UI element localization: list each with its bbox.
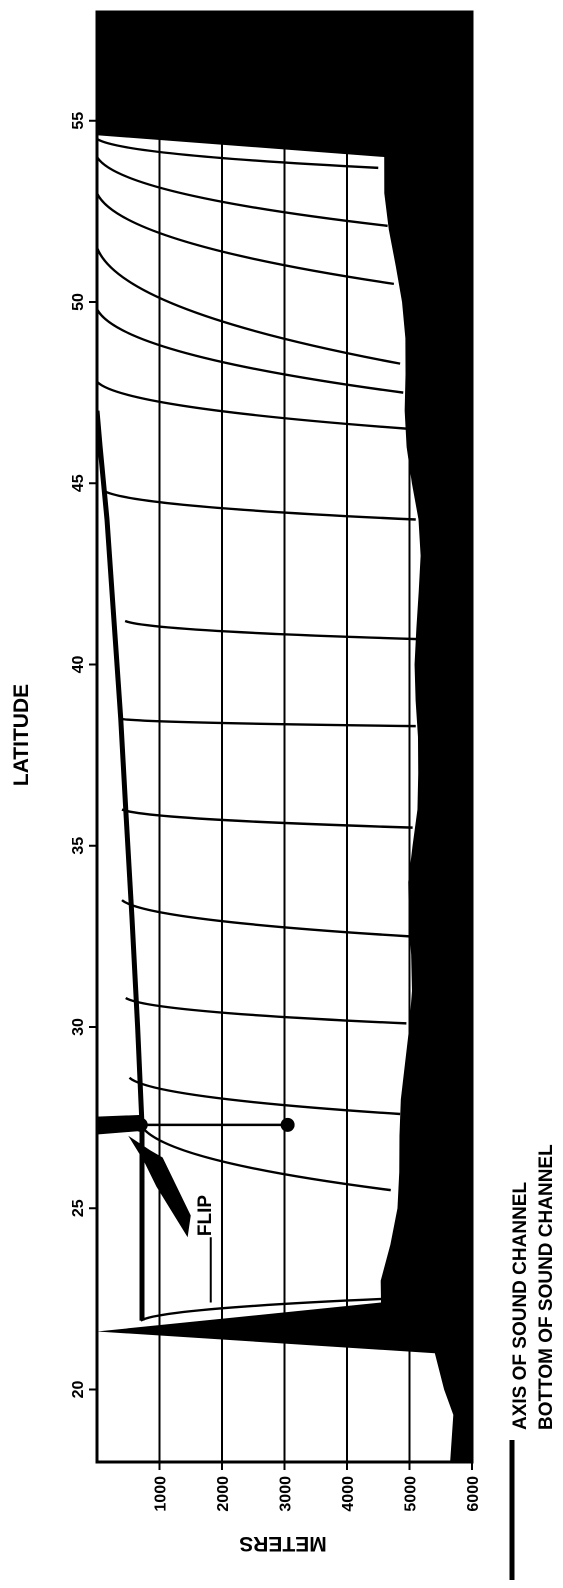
ray-curve <box>128 1076 401 1116</box>
seafloor-silhouette <box>97 12 472 1462</box>
x-axis-title: LATITUDE <box>10 684 33 786</box>
y-tick-label-2000: 2000 <box>215 1476 232 1512</box>
flip-vessel <box>97 1114 142 1135</box>
ray-curve <box>97 137 379 170</box>
plot-area: FLIP <box>95 10 474 1464</box>
y-axis-title: METERS <box>239 1532 327 1555</box>
x-tick-label-30: 30 <box>70 1018 87 1036</box>
ray-curve <box>139 1124 391 1192</box>
y-tick-label-6000: 6000 <box>465 1476 482 1512</box>
x-tick-label-40: 40 <box>70 656 87 674</box>
x-tick-label-20: 20 <box>70 1381 87 1399</box>
flip-annotation: FLIP <box>195 1195 216 1236</box>
x-tick-label-25: 25 <box>70 1199 87 1217</box>
flip-point-bottom <box>280 1117 295 1132</box>
ray-curve <box>125 996 407 1025</box>
y-tick-label-4000: 4000 <box>340 1476 357 1512</box>
y-tick-label-3000: 3000 <box>278 1476 295 1512</box>
legend: AXIS OF SOUND CHANNEL BOTTOM OF SOUND CH… <box>509 1144 557 1580</box>
ray-curve <box>124 619 419 641</box>
y-tick-label-5000: 5000 <box>403 1476 420 1512</box>
ticks: 20 25 30 35 40 45 50 55 1000 2000 3000 4000 5000 6000 <box>70 112 482 1512</box>
y-tick-label-1000: 1000 <box>153 1476 170 1512</box>
legend-label-axis: AXIS OF SOUND CHANNEL <box>510 1182 531 1430</box>
legend-label-bottom: BOTTOM OF SOUND CHANNEL <box>536 1144 557 1430</box>
ray-curve <box>97 380 410 431</box>
ray-curve <box>121 899 410 938</box>
ray-curve <box>97 308 404 394</box>
ray-curve <box>97 156 388 228</box>
ray-curve <box>120 717 416 728</box>
series-axis-of-sound-channel <box>97 410 145 1321</box>
x-tick-label-50: 50 <box>70 293 87 311</box>
ray-curve <box>140 1297 385 1322</box>
plot-clip-group: FLIP <box>97 12 472 1462</box>
ray-curve <box>97 192 395 286</box>
ray-curve <box>97 247 401 365</box>
x-tick-label-35: 35 <box>70 837 87 855</box>
ray-curve <box>102 489 416 521</box>
flip-arrow <box>128 1135 191 1238</box>
x-tick-label-45: 45 <box>70 474 87 492</box>
ray-curve <box>121 808 413 829</box>
x-tick-label-55: 55 <box>70 112 87 130</box>
